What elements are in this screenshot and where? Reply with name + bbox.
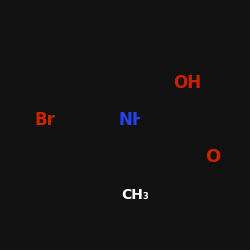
Text: NH: NH bbox=[119, 111, 146, 129]
Text: Br: Br bbox=[34, 111, 56, 129]
Text: CH₃: CH₃ bbox=[121, 188, 149, 202]
Text: O: O bbox=[205, 148, 220, 166]
Text: O: O bbox=[95, 186, 110, 204]
Text: OH: OH bbox=[174, 74, 202, 92]
